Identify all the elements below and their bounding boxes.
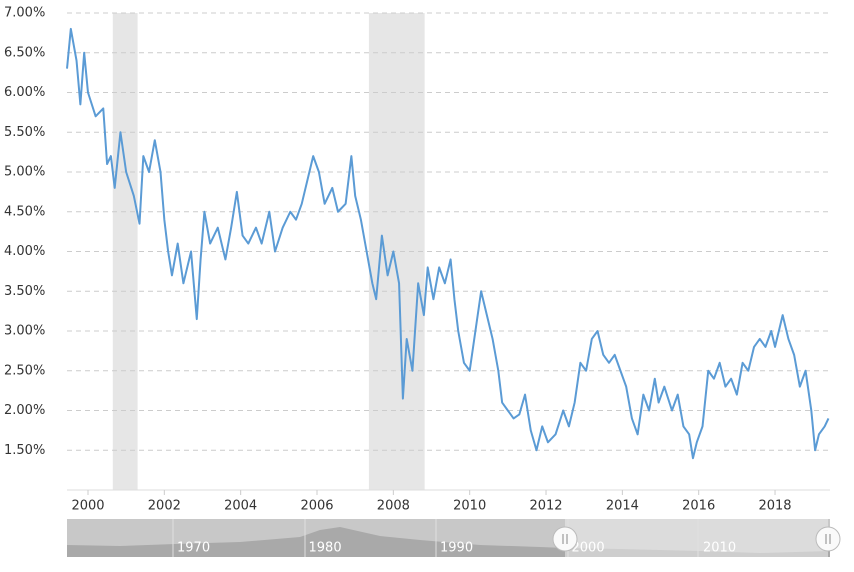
navigator-label: 1990: [440, 541, 473, 556]
navigator-label: 1980: [309, 541, 342, 556]
navigator-label: 2010: [703, 541, 736, 556]
navigator-handle[interactable]: [552, 526, 578, 552]
y-tick-label: 2.50%: [4, 363, 45, 378]
y-tick-label: 6.00%: [4, 85, 45, 100]
x-tick-label: 2014: [606, 499, 639, 514]
x-tick-label: 2016: [682, 499, 715, 514]
y-tick-label: 5.00%: [4, 165, 45, 180]
x-tick-label: 2010: [453, 499, 486, 514]
y-tick-label: 2.00%: [4, 403, 45, 418]
navigator-handle[interactable]: [815, 526, 841, 552]
y-tick-label: 6.50%: [4, 45, 45, 60]
navigator-label: 2000: [572, 541, 605, 556]
x-tick-label: 2006: [300, 499, 333, 514]
x-tick-label: 2008: [377, 499, 410, 514]
y-tick-label: 7.00%: [4, 6, 45, 21]
y-tick-label: 1.50%: [4, 443, 45, 458]
data-line: [66, 27, 830, 460]
y-tick-label: 3.50%: [4, 284, 45, 299]
x-tick-label: 2000: [71, 499, 104, 514]
x-tick-label: 2004: [224, 499, 257, 514]
shaded-range: [368, 13, 425, 490]
x-tick-label: 2012: [529, 499, 562, 514]
y-tick-label: 5.50%: [4, 125, 45, 140]
x-tick-label: 2002: [148, 499, 181, 514]
x-tick-label: 2018: [758, 499, 791, 514]
y-tick-label: 4.00%: [4, 244, 45, 259]
navigator-label: 1970: [177, 541, 210, 556]
y-tick-label: 4.50%: [4, 204, 45, 219]
y-tick-label: 3.00%: [4, 324, 45, 339]
navigator-selection: [565, 519, 828, 557]
